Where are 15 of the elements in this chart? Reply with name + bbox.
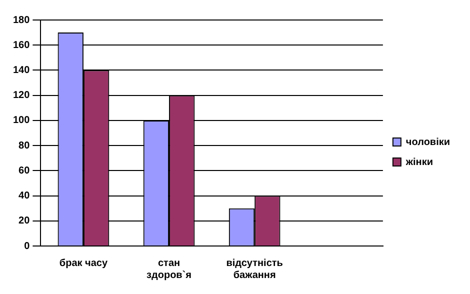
legend-label: чоловіки xyxy=(406,136,450,148)
y-tick-label: 0 xyxy=(24,240,30,252)
x-tick-label: стан здоров`я xyxy=(146,258,192,281)
y-tick-label: 80 xyxy=(18,140,30,152)
y-tick-label: 120 xyxy=(12,90,30,102)
y-tick-label: 100 xyxy=(12,115,30,126)
y-tick-label: 180 xyxy=(12,14,30,26)
y-tick-label: 140 xyxy=(12,64,30,76)
y-tick-label: 20 xyxy=(18,216,30,227)
x-tick-label: брак часу xyxy=(59,258,108,269)
x-tick-label: відсутність бажання xyxy=(226,258,283,281)
y-tick-label: 60 xyxy=(18,165,30,176)
y-tick-label: 40 xyxy=(18,190,30,202)
legend-label: жінки xyxy=(404,156,433,168)
y-tick-label: 160 xyxy=(12,40,30,51)
